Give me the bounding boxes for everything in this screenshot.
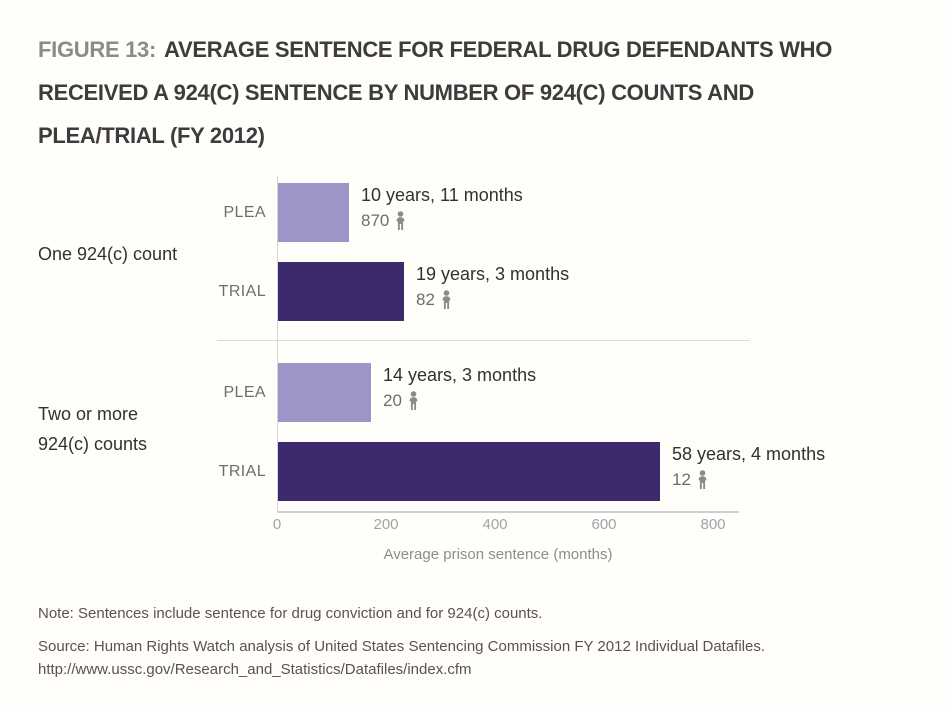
defendant-count: 12 — [672, 467, 825, 493]
count-value: 82 — [416, 290, 435, 309]
x-axis-line — [277, 511, 739, 513]
source-text-line-2: http://www.ussc.gov/Research_and_Statist… — [38, 661, 472, 678]
bar-plea-two-or-more — [278, 363, 371, 422]
figure-label: FIGURE 13: — [38, 37, 157, 62]
duration-label: 14 years, 3 months — [383, 365, 537, 385]
count-value: 12 — [672, 470, 691, 489]
duration-label: 58 years, 4 months — [672, 444, 826, 464]
x-tick-label-200: 200 — [373, 516, 399, 533]
person-icon — [396, 211, 405, 230]
value-label-plea-two-or-more: 14 years, 3 months 20 — [383, 362, 536, 414]
group-label-line: 924(c) counts — [38, 434, 148, 454]
duration-label: 10 years, 11 months — [361, 185, 523, 205]
y-axis-line — [277, 176, 278, 511]
defendant-count: 870 — [361, 208, 523, 234]
title-line-2: RECEIVED A 924(C) SENTENCE BY NUMBER OF … — [38, 80, 754, 105]
defendant-count: 20 — [383, 388, 536, 414]
x-tick-label-0: 0 — [272, 516, 282, 533]
figure-title: FIGURE 13: AVERAGE SENTENCE FOR FEDERAL D… — [38, 28, 918, 157]
count-value: 870 — [361, 211, 390, 230]
source-text-line-1: Source: Human Rights Watch analysis of U… — [38, 638, 766, 655]
defendant-count: 82 — [416, 287, 569, 313]
note-text: Note: Sentences include sentence for dru… — [38, 605, 543, 622]
person-icon — [698, 470, 707, 489]
person-icon — [442, 290, 451, 309]
group-label-two-or-more: Two or more 924(c) counts — [38, 399, 147, 459]
value-label-trial-one-count: 19 years, 3 months 82 — [416, 261, 569, 313]
category-label-plea-two-or-more: PLEA — [223, 383, 266, 401]
bar-plea-one-count — [278, 183, 349, 242]
person-icon — [409, 391, 418, 410]
category-label-trial-one-count: TRIAL — [218, 282, 266, 300]
value-label-trial-two-or-more: 58 years, 4 months 12 — [672, 441, 825, 493]
bar-trial-two-or-more — [278, 442, 660, 501]
value-label-plea-one-count: 10 years, 11 months 870 — [361, 182, 523, 234]
x-tick-label-800: 800 — [700, 516, 726, 533]
x-axis-title: Average prison sentence (months) — [383, 546, 613, 563]
x-tick-label-400: 400 — [482, 516, 508, 533]
group-divider-line — [217, 340, 750, 341]
count-value: 20 — [383, 391, 402, 410]
group-label-one-count: One 924(c) count — [38, 239, 177, 269]
duration-label: 19 years, 3 months — [416, 264, 570, 284]
bar-trial-one-count — [278, 262, 404, 321]
group-label-line: Two or more — [38, 404, 139, 424]
category-label-trial-two-or-more: TRIAL — [218, 462, 266, 480]
title-line-1: FIGURE 13: AVERAGE SENTENCE FOR FEDERAL D… — [38, 28, 918, 71]
category-label-plea-one-count: PLEA — [223, 203, 266, 221]
group-label-line: One 924(c) count — [38, 244, 178, 264]
title-line-3: PLEA/TRIAL (FY 2012) — [38, 123, 265, 148]
x-tick-label-600: 600 — [591, 516, 617, 533]
title-text-1: AVERAGE SENTENCE FOR FEDERAL DRUG DEFEND… — [164, 37, 833, 62]
